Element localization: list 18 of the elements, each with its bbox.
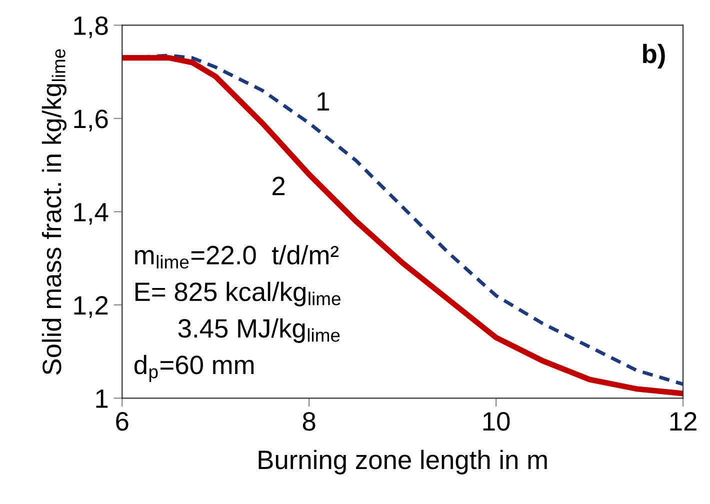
annotation: b) xyxy=(643,44,665,68)
x-tick-label: 10 xyxy=(483,412,510,431)
annotation: 3.45 MJ/kg$_{lime}$ xyxy=(178,318,340,343)
annotation: m$_{lime}$=22.0 t/d/m² xyxy=(135,245,338,269)
y-tick-label: 1,6 xyxy=(74,110,108,132)
annotation: E= 825 kcal/kg$_{lime}$ xyxy=(136,282,340,306)
x-tick-label: 12 xyxy=(670,412,696,430)
x-tick-label: 8 xyxy=(302,412,316,431)
y-tick-label: 1,8 xyxy=(74,16,108,38)
x-tick-label: 6 xyxy=(116,412,128,431)
series-label: 1 xyxy=(318,92,330,110)
y-axis-title: Solid mass fract. in kg/kg$_{lime}$ xyxy=(42,49,66,375)
y-tick-label: 1,4 xyxy=(74,203,108,225)
series-label: 2 xyxy=(272,176,285,196)
y-tick-label: 1 xyxy=(96,390,108,408)
x-axis-title: Burning zone length in m xyxy=(258,450,547,474)
annotation: d$_{p}$=60 mm xyxy=(134,354,254,382)
y-tick-label: 1,2 xyxy=(74,296,108,318)
